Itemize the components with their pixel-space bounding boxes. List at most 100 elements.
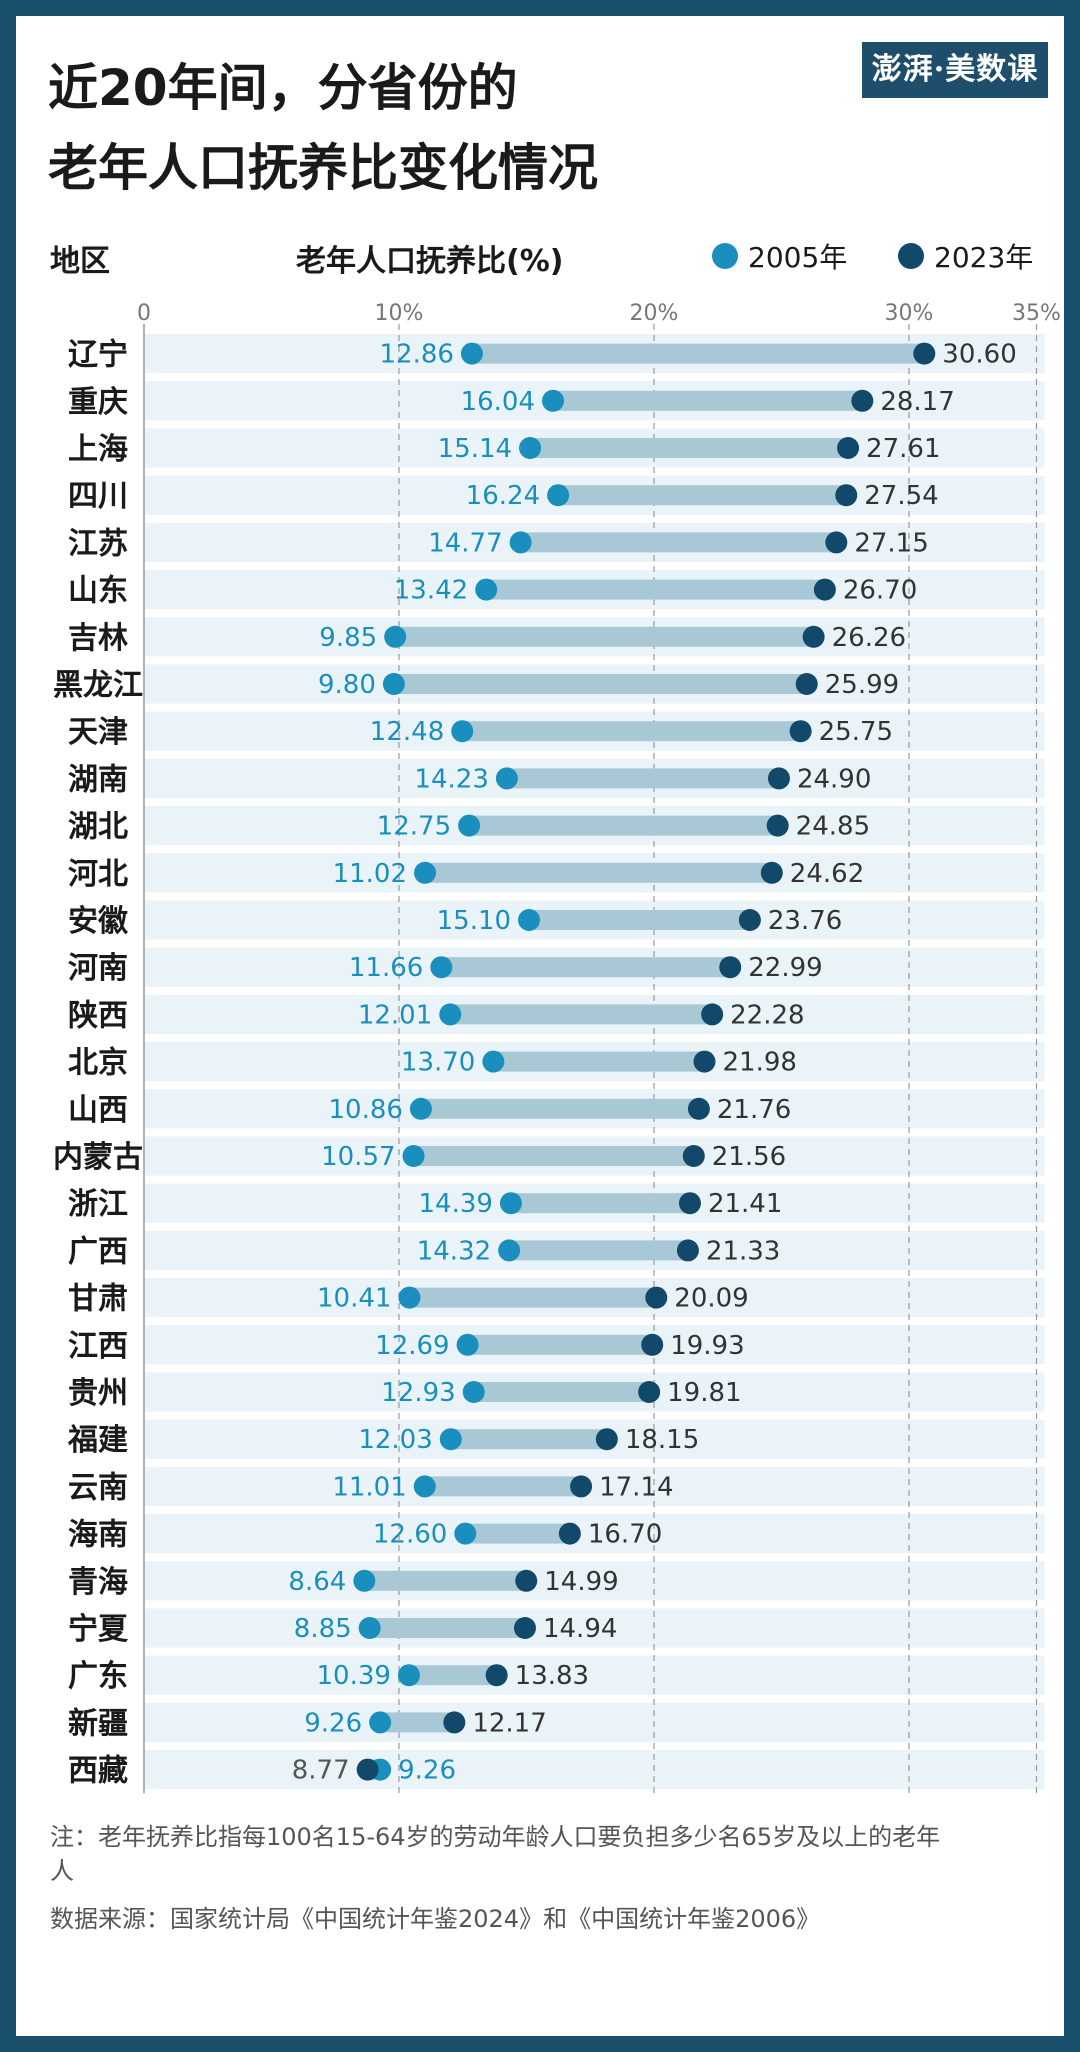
value-label-2023: 25.75 <box>819 717 893 747</box>
value-label-2005: 12.60 <box>373 1520 447 1550</box>
region-label: 甘肃 <box>68 1282 128 1317</box>
dot-2005 <box>509 531 532 554</box>
range-bar <box>395 626 814 647</box>
range-bar <box>510 1193 690 1214</box>
range-bar <box>558 485 847 506</box>
value-label-2023: 12.17 <box>472 1708 546 1738</box>
range-bar <box>465 1523 570 1544</box>
region-label: 海南 <box>68 1518 128 1553</box>
dot-2023 <box>738 909 761 931</box>
range-bar <box>441 957 731 978</box>
region-label: 四川 <box>68 479 128 514</box>
value-label-2023: 27.61 <box>866 434 940 464</box>
region-label: 贵州 <box>68 1376 128 1411</box>
row-band <box>144 1608 1045 1648</box>
dot-2005 <box>460 342 483 365</box>
value-label-2023: 21.76 <box>717 1095 791 1125</box>
value-label-2023: 30.60 <box>942 340 1016 370</box>
region-label: 广东 <box>68 1659 128 1694</box>
region-label: 天津 <box>68 715 128 750</box>
region-label: 湖北 <box>68 810 128 845</box>
title-line-1: 近20年间，分省份的 <box>48 59 518 117</box>
range-bar <box>425 862 772 883</box>
row-band <box>144 1702 1045 1742</box>
region-label: 宁夏 <box>68 1612 129 1647</box>
value-label-2023: 14.99 <box>544 1567 618 1597</box>
value-label-2023: 22.99 <box>748 953 822 983</box>
value-label-2005: 10.39 <box>317 1661 391 1691</box>
value-label-2005: 12.75 <box>377 812 451 842</box>
region-label: 吉林 <box>68 621 128 656</box>
range-bar <box>520 532 837 553</box>
value-label-2023: 27.15 <box>854 528 928 558</box>
range-bar <box>506 768 779 789</box>
value-label-2023: 22.28 <box>730 1000 804 1030</box>
dot-2005 <box>397 1664 420 1687</box>
dot-2023 <box>701 1003 724 1026</box>
value-label-2005: 14.32 <box>417 1236 491 1266</box>
region-label: 新疆 <box>68 1706 128 1741</box>
dot-2005 <box>382 673 405 695</box>
dot-2005 <box>369 1711 392 1734</box>
range-bar <box>486 579 825 600</box>
dot-2023 <box>515 1569 538 1592</box>
dot-2005 <box>358 1617 381 1639</box>
value-label-2023: 21.41 <box>708 1189 782 1219</box>
dot-2023 <box>693 1050 716 1073</box>
dot-2023 <box>719 956 742 979</box>
value-label-2005: 11.02 <box>333 859 407 889</box>
dot-2023 <box>835 484 858 507</box>
dot-2023 <box>687 1097 710 1120</box>
region-label: 江苏 <box>68 526 128 561</box>
dot-2023 <box>638 1381 661 1403</box>
dot-2005 <box>458 814 481 837</box>
dot-2023 <box>802 625 825 648</box>
range-bar <box>408 1665 497 1686</box>
dot-2005 <box>439 1003 462 1026</box>
region-label: 陕西 <box>68 998 128 1033</box>
dot-2023 <box>766 814 789 837</box>
region-label: 山东 <box>68 574 128 609</box>
value-label-2005: 12.48 <box>370 717 444 747</box>
region-label: 北京 <box>68 1046 128 1081</box>
dot-2023 <box>676 1239 699 1262</box>
tick-label: 35% <box>1012 301 1061 326</box>
value-label-2005: 14.23 <box>414 764 488 794</box>
dot-2023 <box>595 1428 618 1451</box>
value-label-2005: 10.41 <box>317 1284 391 1314</box>
dot-2005 <box>409 1097 432 1120</box>
row-band <box>144 1514 1045 1554</box>
value-label-2023: 14.94 <box>543 1614 617 1644</box>
region-label: 黑龙江 <box>53 668 143 703</box>
dot-2023 <box>570 1475 593 1498</box>
dot-2005 <box>482 1050 505 1073</box>
dot-2005 <box>518 909 541 931</box>
range-bar <box>450 1429 607 1450</box>
range-bar <box>369 1618 525 1638</box>
dot-2005 <box>547 484 570 507</box>
range-bar <box>493 1051 705 1072</box>
value-label-2005: 16.24 <box>466 481 540 511</box>
region-label: 安徽 <box>68 904 129 939</box>
dot-2023 <box>645 1286 668 1309</box>
region-label: 浙江 <box>68 1187 128 1222</box>
dot-2023 <box>356 1758 379 1781</box>
dot-2005 <box>384 625 407 648</box>
range-bar <box>509 1240 688 1261</box>
dot-2023 <box>641 1333 664 1356</box>
metric-column-header: 老年人口抚养比(%) <box>296 244 564 279</box>
range-bar <box>530 438 849 458</box>
row-band <box>144 1466 1045 1506</box>
value-label-2023: 17.14 <box>599 1472 673 1502</box>
value-label-2023: 24.62 <box>790 859 864 889</box>
dot-2005 <box>462 1381 485 1403</box>
dumbbell-chart: 0 10% 20% 30% 35% 辽宁 12.86 30.60 重庆 16.04 28.17 上海 1… <box>53 301 1061 1794</box>
dot-2023 <box>513 1617 536 1639</box>
data-source: 数据来源：国家统计局《中国统计年鉴2024》和《中国统计年鉴2006》 <box>50 1905 821 1933</box>
range-bar <box>409 1287 657 1308</box>
value-label-2005: 9.85 <box>319 623 377 653</box>
dot-2023 <box>558 1522 581 1545</box>
value-label-2005: 13.70 <box>401 1048 475 1078</box>
value-label-2005: 14.77 <box>428 528 502 558</box>
title-line-2: 老年人口抚养比变化情况 <box>48 139 598 197</box>
